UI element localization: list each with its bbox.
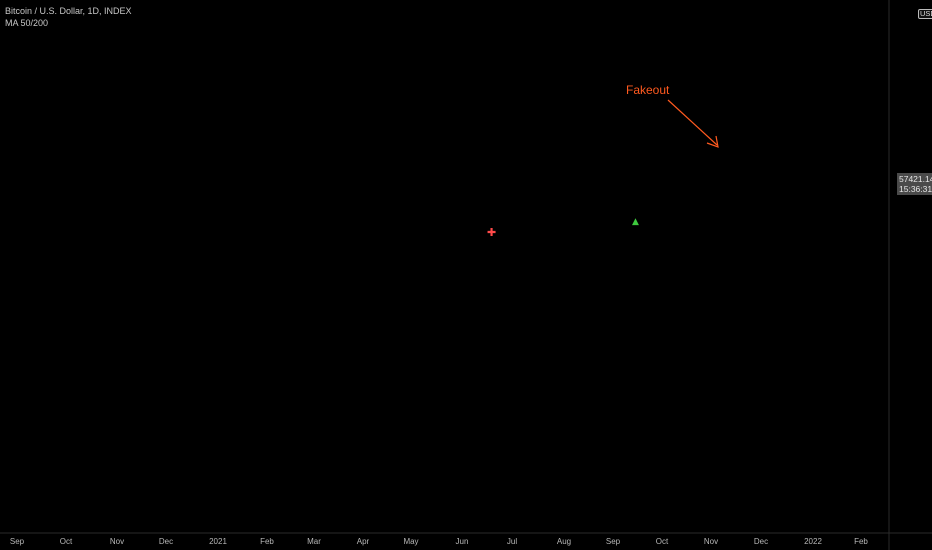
x-tick-label: Sep (606, 537, 621, 546)
x-tick-label: Apr (357, 537, 370, 546)
x-tick-label: Dec (159, 537, 173, 546)
countdown-timer: 15:36:31 (899, 184, 932, 194)
sell-marker-icon: ✚ (487, 226, 496, 239)
x-tick-label: Mar (307, 537, 321, 546)
buy-marker-icon: ▲ (632, 217, 639, 227)
x-tick-label: Sep (10, 537, 25, 546)
x-tick-label: Nov (110, 537, 124, 546)
x-tick-label: May (403, 537, 418, 546)
fakeout-arrow[interactable] (667, 99, 718, 146)
x-tick-label: Oct (60, 537, 73, 546)
chart-symbol-title: Bitcoin / U.S. Dollar, 1D, INDEX (5, 6, 132, 16)
x-tick-label: Jun (456, 537, 469, 546)
x-tick-label: Nov (704, 537, 718, 546)
x-tick-label: Dec (754, 537, 768, 546)
x-tick-label: 2022 (804, 537, 822, 546)
x-tick-label: Feb (260, 537, 274, 546)
indicator-legend[interactable]: MA 50/200 (5, 18, 49, 28)
annotation-fakeout[interactable]: Fakeout (626, 83, 670, 97)
x-tick-label: Oct (656, 537, 669, 546)
x-tick-label: 2021 (209, 537, 227, 546)
x-tick-label: Jul (507, 537, 517, 546)
currency-badge[interactable]: USD (918, 9, 932, 19)
last-price-value: 57421.14 (899, 174, 932, 184)
last-price-label: 57421.14 15:36:31 (897, 173, 932, 195)
x-tick-label: Feb (854, 537, 868, 546)
x-tick-label: Aug (557, 537, 571, 546)
fakeout-arrowhead (706, 135, 719, 148)
